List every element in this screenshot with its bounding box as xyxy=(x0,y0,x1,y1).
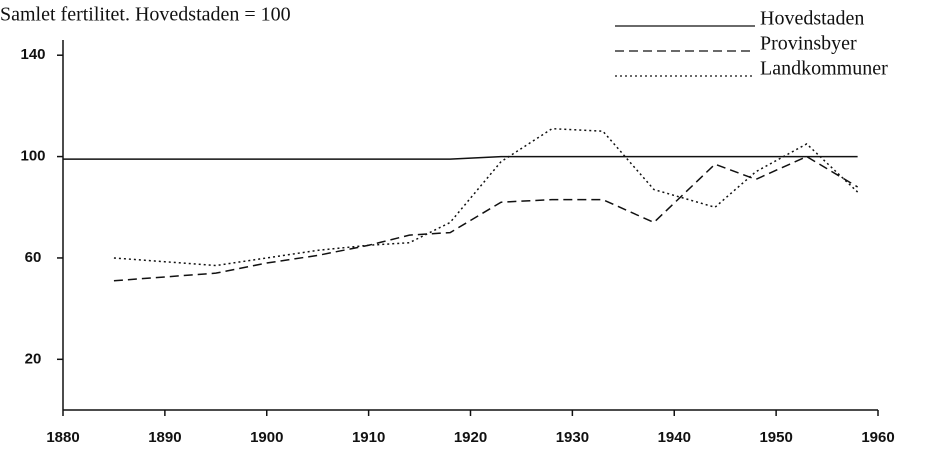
x-tick-label: 1920 xyxy=(454,429,487,446)
legend-label: Provinsbyer xyxy=(760,33,857,55)
legend-label: Hovedstaden xyxy=(760,8,864,30)
x-tick-label: 1900 xyxy=(250,429,283,446)
x-tick-label: 1890 xyxy=(148,429,181,446)
x-tick-label: 1960 xyxy=(861,429,894,446)
legend-label: Landkommuner xyxy=(760,58,888,80)
y-tick-label: 100 xyxy=(20,148,45,165)
x-tick-label: 1950 xyxy=(759,429,792,446)
y-tick-label: 60 xyxy=(25,249,42,266)
y-tick-label: 20 xyxy=(25,350,42,367)
x-tick-label: 1880 xyxy=(46,429,79,446)
y-tick-label: 140 xyxy=(20,46,45,63)
x-tick-label: 1930 xyxy=(556,429,589,446)
chart-title: Samlet fertilitet. Hovedstaden = 100 xyxy=(0,4,291,26)
series-line xyxy=(113,155,859,282)
x-tick-label: 1940 xyxy=(658,429,691,446)
series-line xyxy=(113,127,859,267)
x-tick-label: 1910 xyxy=(352,429,385,446)
series-line xyxy=(63,155,858,160)
